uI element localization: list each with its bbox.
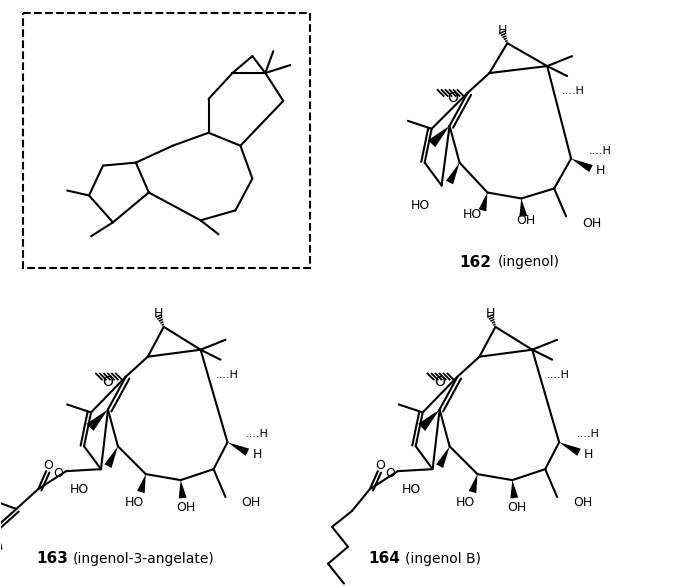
Text: ....H: ....H: [562, 86, 585, 96]
Text: ....H: ....H: [216, 370, 238, 380]
Polygon shape: [479, 192, 487, 212]
Text: OH: OH: [517, 214, 536, 227]
Bar: [23, 13, 310, 268]
Polygon shape: [468, 474, 477, 493]
Text: 164: 164: [368, 551, 400, 566]
Text: O: O: [102, 374, 113, 389]
Text: OH: OH: [176, 502, 196, 515]
Text: HO: HO: [124, 496, 144, 509]
Text: OH: OH: [508, 502, 527, 515]
Polygon shape: [428, 126, 450, 147]
Text: ....H: ....H: [577, 430, 600, 440]
Text: H: H: [584, 448, 594, 461]
Text: HO: HO: [70, 482, 89, 496]
Text: HO: HO: [463, 208, 482, 221]
Text: H: H: [596, 164, 605, 177]
Text: (ingenol): (ingenol): [498, 255, 560, 269]
Polygon shape: [511, 480, 518, 499]
Text: H: H: [498, 24, 507, 37]
Text: H: H: [154, 308, 164, 321]
Text: 163: 163: [36, 551, 68, 566]
Text: H: H: [486, 308, 495, 321]
Polygon shape: [227, 442, 249, 456]
Text: O: O: [44, 459, 53, 472]
Polygon shape: [436, 447, 450, 468]
Text: (ingenol B): (ingenol B): [405, 552, 481, 565]
Text: OH: OH: [582, 217, 601, 230]
Text: H: H: [252, 448, 262, 461]
Text: ....H: ....H: [245, 430, 268, 440]
Polygon shape: [446, 163, 460, 185]
Polygon shape: [86, 410, 108, 431]
Text: OH: OH: [241, 496, 261, 509]
Text: ....H: ....H: [589, 146, 612, 156]
Polygon shape: [137, 474, 146, 493]
Text: O: O: [447, 91, 458, 105]
Text: O: O: [375, 459, 385, 472]
Text: O: O: [434, 374, 445, 389]
Polygon shape: [418, 410, 439, 431]
Text: O: O: [53, 466, 63, 480]
Text: OH: OH: [573, 496, 592, 509]
Text: HO: HO: [456, 496, 475, 509]
Polygon shape: [571, 159, 593, 172]
Text: HO: HO: [410, 199, 430, 212]
Text: ....H: ....H: [547, 370, 570, 380]
Polygon shape: [179, 480, 187, 499]
Polygon shape: [520, 199, 527, 217]
Text: O: O: [385, 466, 395, 480]
Polygon shape: [559, 442, 581, 456]
Text: (ingenol-3-angelate): (ingenol-3-angelate): [73, 552, 215, 565]
Polygon shape: [104, 447, 118, 468]
Text: HO: HO: [401, 482, 421, 496]
Text: 162: 162: [460, 255, 491, 270]
